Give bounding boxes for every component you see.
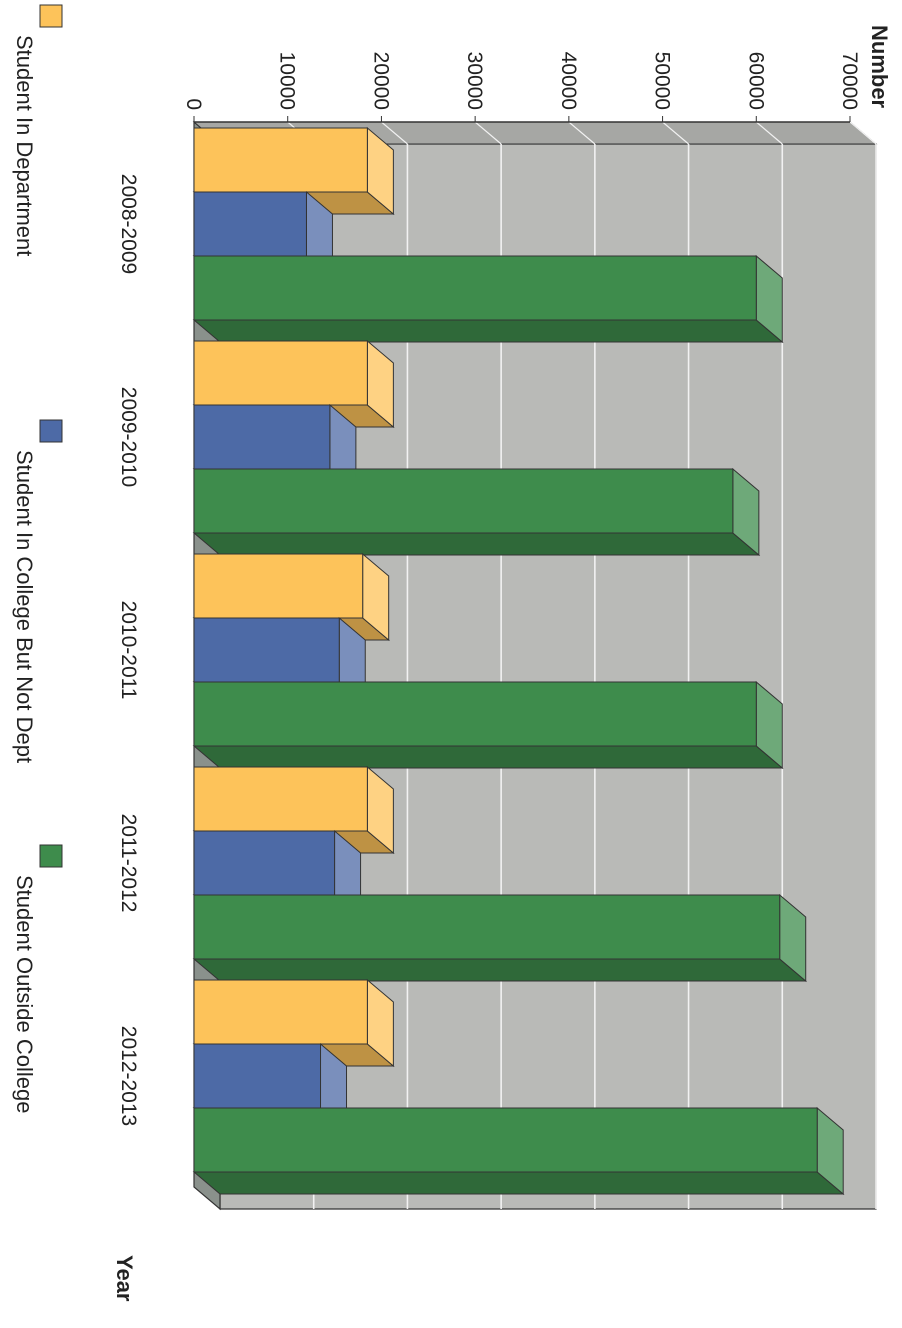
x-tick-label: 2008-2009 [117, 174, 140, 274]
legend-swatch [39, 419, 63, 443]
bar-front [193, 468, 734, 534]
y-tick-label: 40000 [557, 52, 580, 110]
bar-front [193, 191, 307, 257]
legend-label: Student In College But Not Dept [12, 450, 37, 763]
y-tick-label: 50000 [651, 52, 674, 110]
bar-3-2012-2013 [192, 1106, 845, 1196]
legend-item: Student In College But Not Dept [12, 419, 63, 763]
legend-item: Student Outside College [12, 844, 63, 1114]
x-tick-label: 2010-2011 [117, 601, 140, 700]
y-tick-label: 0 [182, 98, 205, 110]
bar-front [193, 404, 331, 470]
bar-front [193, 894, 781, 960]
bar-front [193, 830, 336, 896]
y-axis-title: Number [867, 25, 892, 109]
x-axis-title: Year [112, 1255, 137, 1302]
bar-front [193, 979, 368, 1045]
y-tick-label: 70000 [838, 52, 861, 110]
gridline-side [474, 121, 502, 145]
bar-side [192, 1171, 845, 1195]
bar-front [193, 255, 757, 321]
y-tick-label: 30000 [463, 52, 486, 110]
y-tick-label: 20000 [369, 52, 392, 110]
bar-side [192, 319, 784, 343]
bar-side [192, 745, 784, 769]
bar-front [193, 617, 340, 683]
y-tick-label: 60000 [744, 52, 767, 110]
bar-3-2010-2011 [192, 680, 784, 770]
bar-front [193, 127, 368, 193]
legend-swatch [39, 4, 63, 28]
legend-label: Student In Department [12, 35, 37, 256]
gridline-side [755, 121, 783, 145]
bar-front [193, 766, 368, 832]
bar-front [193, 553, 364, 619]
gridline-side [381, 121, 408, 145]
x-tick-label: 2009-2010 [117, 387, 140, 487]
y-tick-label: 10000 [276, 52, 299, 110]
chart-rotated-group: 0 10000 20000 30000 40000 50000 60000 70000 Numb… [12, 4, 892, 1302]
legend-swatch [39, 844, 63, 868]
legend-item: Student In Department [12, 4, 63, 256]
bar-3-2011-2012 [192, 893, 808, 983]
bar-front [193, 681, 757, 747]
gridline-side [662, 121, 689, 145]
legend-label: Student Outside College [12, 875, 37, 1114]
bar-front [193, 1107, 818, 1173]
x-tick-label: 2011-2012 [117, 814, 140, 913]
bar-side [192, 532, 761, 556]
bar-3-2008-2009 [192, 254, 784, 344]
x-tick-label: 2012-2013 [117, 1026, 140, 1126]
bar-front [193, 1043, 322, 1109]
gridline-side [849, 121, 877, 145]
bar-front [193, 340, 368, 406]
bar-side [192, 958, 808, 982]
gridline-side [568, 121, 596, 145]
bar-3-2009-2010 [192, 467, 761, 557]
